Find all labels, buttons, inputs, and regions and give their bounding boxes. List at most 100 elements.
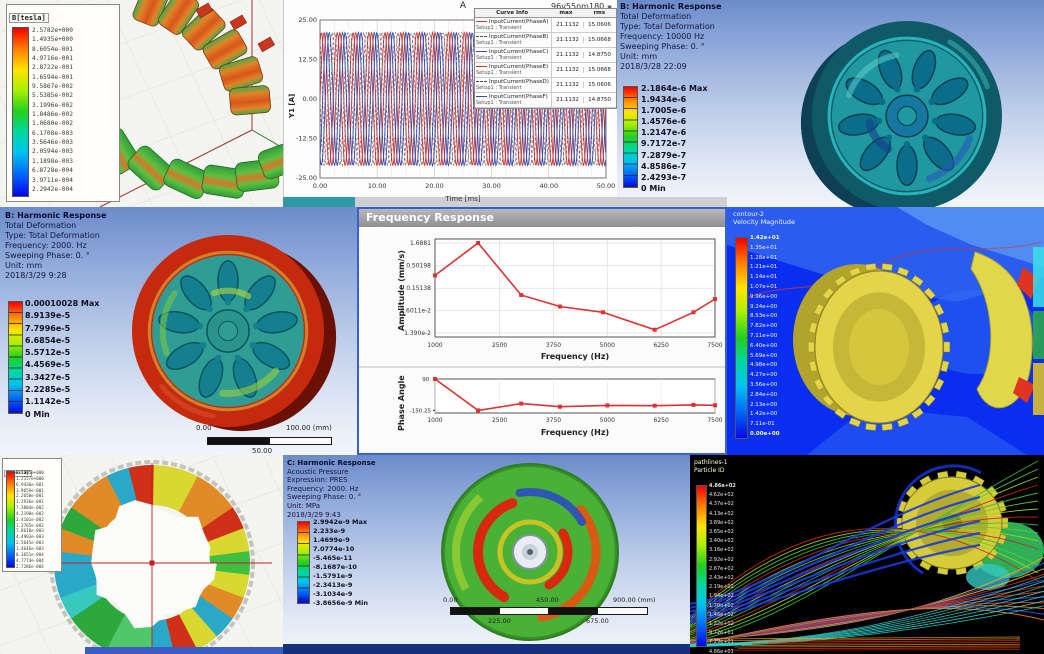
legend-value: 7.0774e-10 — [313, 545, 355, 553]
pathlines-plot — [690, 460, 1044, 651]
legend-value: 2.84e+00 — [750, 391, 778, 398]
legend-value: 3.40e+02 — [709, 538, 734, 545]
legend-value: 0 Min — [25, 409, 50, 419]
legend-value: 7.11e+00 — [750, 332, 778, 339]
frequency-response-charts: 1.6881 0.50198 0.15138 4.6011e-2 1.390e-2 100… — [359, 238, 725, 424]
svg-text:50.00: 50.00 — [597, 182, 616, 190]
svg-text:1000: 1000 — [427, 342, 442, 349]
curve-rms-cell: 15.0606 — [588, 82, 611, 88]
svg-text:20.00: 20.00 — [425, 182, 444, 190]
curve-max-cell: 21.1132 — [552, 37, 584, 43]
panel-current-plot: 0.00 10.00 20.00 30.00 40.00 50.00 25.00 12.50 0… — [283, 0, 618, 207]
panel-pathlines: pathlines-1 Particle ID 4.86e+02 4.62e+02 4… — [690, 455, 1044, 654]
legend-value: 0 Min — [641, 183, 666, 193]
cfd-legend-title: contour-2 Velocity Magnitude — [733, 210, 795, 226]
legend-value: 4.4903e-003 — [16, 534, 44, 540]
legend-title: B[tesla] — [9, 13, 49, 23]
legend-value: 7.7996e-5 — [25, 323, 71, 333]
x-axis-label: Time [ms] — [445, 195, 481, 203]
svg-text:0.00: 0.00 — [313, 182, 327, 190]
legend-title: B[tesla] — [4, 470, 33, 477]
colorbar — [6, 471, 15, 568]
svg-text:2500: 2500 — [492, 417, 507, 424]
legend-values: 2.9942e-9 Max 2.233e-9 1.4699e-9 7.0774e-10… — [313, 518, 368, 608]
svg-text:-150.25: -150.25 — [410, 408, 432, 414]
panel-maxwell-ring: B[tesla] 2.1285e+000 1.2157e+000 6.9436e-0… — [0, 455, 283, 654]
svg-text:10.00: 10.00 — [368, 182, 387, 190]
svg-text:25.00: 25.00 — [298, 16, 317, 24]
info-line: Total Deformation — [5, 221, 77, 230]
legend-value: 1.1142e-5 — [25, 397, 71, 407]
legend-value: 8.6054e-001 — [32, 45, 73, 53]
legend-value: 2.1864e-6 Max — [641, 84, 708, 93]
legend-value: -8.1687e-10 — [313, 563, 357, 571]
legend-value: 3.56e+00 — [750, 381, 778, 388]
svg-text:30.00: 30.00 — [482, 182, 501, 190]
legend-value: 2.9942e-9 Max — [313, 518, 368, 526]
legend-value: 4.4569e-5 — [25, 360, 71, 370]
info-line: Total Deformation — [620, 12, 692, 21]
info-line: 2018/3/28 22:09 — [620, 62, 687, 71]
curve-name-cell: InputCurrent(PhaseE) Setup1 : Transient — [475, 63, 552, 77]
legend-title-line: pathlines-1 — [694, 459, 728, 466]
phase-axis-label: Phase Angle — [397, 375, 406, 431]
svg-text:1.6881: 1.6881 — [410, 240, 431, 247]
panel-maxwell-torus: B[tesla] 2.5782e+000 1.4935e+000 8.6054e-0… — [0, 0, 283, 207]
legend-value: 1.7005e-6 — [641, 106, 687, 116]
svg-text:2500: 2500 — [492, 342, 507, 349]
legend-value: 9.24e+00 — [750, 303, 778, 310]
svg-text:40.00: 40.00 — [539, 182, 558, 190]
legend-value: 2.13e+00 — [750, 401, 778, 408]
curve-max-cell: 21.1132 — [552, 67, 584, 73]
ruler-segment — [207, 437, 270, 445]
colorbar — [8, 301, 23, 414]
legend-value: 5.5385e-002 — [32, 92, 73, 100]
legend-values: 2.5782e+000 1.4935e+000 8.6054e-001 4.9716e… — [32, 26, 73, 194]
svg-text:1.390e-2: 1.390e-2 — [404, 330, 431, 337]
svg-text:5000: 5000 — [600, 342, 615, 349]
window-title: Frequency Response — [366, 211, 494, 224]
svg-text:0.15138: 0.15138 — [406, 285, 431, 292]
legend-value: 6.8728e-004 — [32, 167, 73, 175]
legend-value: 4.7774e-004 — [16, 557, 44, 563]
legend-value: 1.46e+02 — [709, 611, 734, 618]
info-line: B: Harmonic Response — [5, 211, 107, 220]
window-titlebar[interactable]: Frequency Response — [359, 209, 725, 227]
result-info: B: Harmonic Response Total Deformation Typ… — [5, 211, 106, 281]
legend-value: -3.8656e-9 Min — [313, 599, 368, 607]
legend-value: 1.3765e-002 — [16, 522, 44, 528]
legend-value: 2.2650e-001 — [16, 493, 44, 499]
legend-value: 1.2936e-001 — [16, 499, 44, 505]
ruler-label-center: 50.00 — [252, 447, 273, 455]
curve-rms-cell: 15.0668 — [588, 67, 611, 73]
colorbar — [735, 237, 748, 439]
panel-cfd-velocity: contour-2 Velocity Magnitude 1.42e+01 1.35… — [727, 207, 1044, 455]
legend-value: 2.0594e-003 — [32, 148, 73, 156]
legend-value: 1.28e+01 — [750, 254, 778, 261]
legend-value: 2.4101e-002 — [16, 516, 44, 522]
ruler-label: 675.00 — [586, 617, 609, 625]
legend-value: 2.233e-9 — [313, 527, 346, 535]
curve-name-cell: InputCurrent(PhaseA) Setup1 : Transient — [475, 18, 552, 32]
legend-value: -2.3413e-9 — [313, 581, 353, 589]
column-header: Curve Info — [496, 10, 529, 16]
legend-value: 2.8722e-001 — [32, 64, 73, 72]
column-header: max — [559, 10, 573, 16]
svg-text:6250: 6250 — [654, 417, 669, 424]
legend-value: 2.4293e-7 — [641, 172, 687, 182]
legend-value: 2.19e+02 — [709, 584, 734, 591]
legend-value: 3.16e+02 — [709, 547, 734, 554]
svg-text:-25.00: -25.00 — [296, 174, 317, 182]
legend-value: -1.5791e-9 — [313, 572, 353, 580]
curve-max-cell: 21.1132 — [552, 22, 584, 28]
legend-value: 2.1285e+000 — [16, 470, 44, 475]
y-axis-label: Y1 [A] — [288, 93, 296, 118]
legend-value: 4.2198e-002 — [16, 510, 44, 516]
legend-value: 6.1708e-003 — [32, 129, 73, 137]
legend-value: 1.1898e-003 — [32, 157, 73, 165]
plot-corner-label: 96v55nm180 ▪ — [551, 2, 612, 11]
legend-value: 1.42e+00 — [750, 411, 778, 418]
curve-row: InputCurrent(PhaseC) Setup1 : Transient 21… — [475, 48, 616, 63]
curve-row: InputCurrent(PhaseB) Setup1 : Transient 21… — [475, 33, 616, 48]
ruler-label-right: 100.00 (mm) — [286, 424, 332, 432]
